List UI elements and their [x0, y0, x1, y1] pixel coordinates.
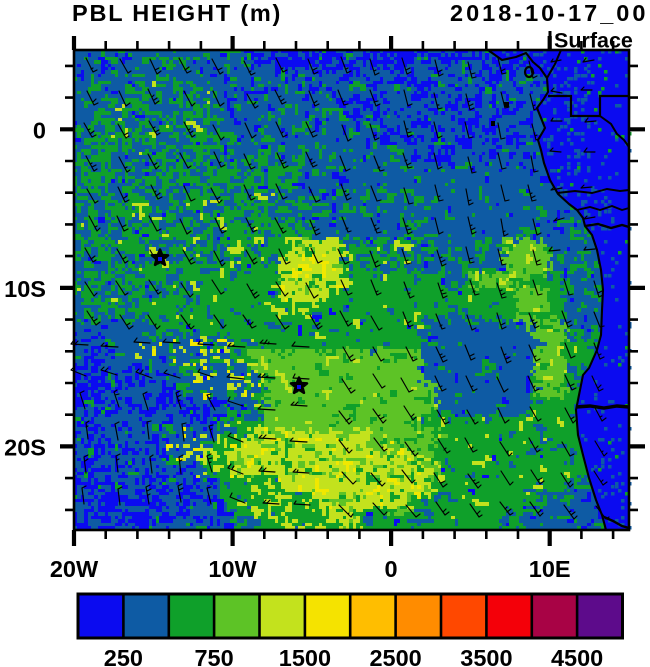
svg-text:0: 0 [33, 117, 46, 143]
svg-text:10E: 10E [529, 556, 571, 582]
svg-text:750: 750 [194, 645, 233, 667]
svg-text:10W: 10W [208, 556, 257, 582]
svg-text:20W: 20W [50, 556, 99, 582]
svg-text:20S: 20S [4, 434, 46, 460]
svg-text:4500: 4500 [551, 645, 603, 667]
svg-text:250: 250 [104, 645, 143, 667]
svg-text:1500: 1500 [279, 645, 331, 667]
svg-text:3500: 3500 [460, 645, 512, 667]
svg-text:2500: 2500 [369, 645, 421, 667]
svg-text:0: 0 [385, 556, 398, 582]
svg-text:Surface: Surface [554, 29, 633, 53]
svg-text:2018-10-17_00: 2018-10-17_00 [450, 0, 648, 26]
svg-text:10S: 10S [4, 276, 46, 302]
svg-text:PBL HEIGHT (m): PBL HEIGHT (m) [72, 0, 282, 26]
